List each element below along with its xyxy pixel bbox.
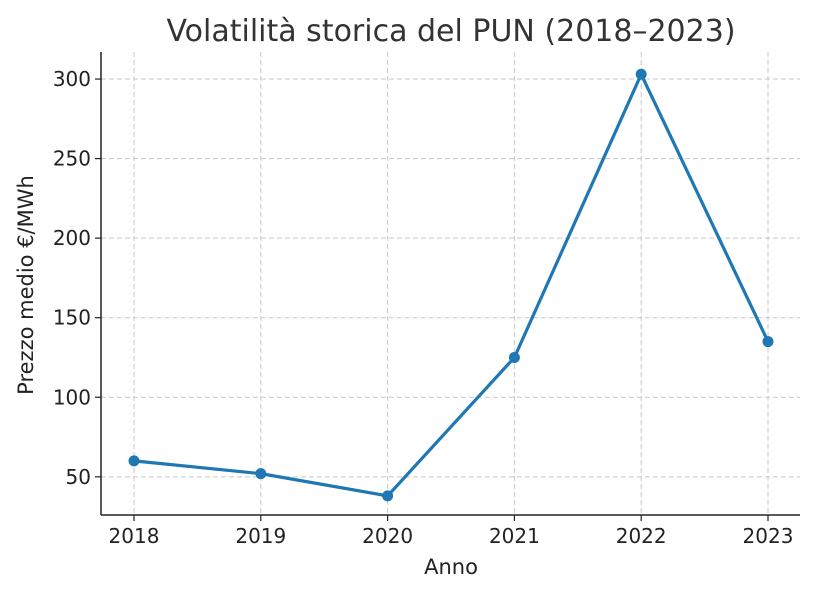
x-tick-label: 2021 <box>489 524 540 548</box>
series <box>128 68 774 502</box>
x-tick-label: 2022 <box>616 524 667 548</box>
y-tick-label: 50 <box>66 465 91 489</box>
grid <box>101 52 800 515</box>
data-point-2023 <box>762 336 774 348</box>
data-point-2018 <box>128 455 140 467</box>
ticks: 2018 2019 2020 2021 2022 2023 50 100 150 200 250 30… <box>53 67 794 548</box>
y-axis-label: Prezzo medio €/MWh <box>14 175 38 395</box>
x-tick-label: 2020 <box>362 524 413 548</box>
y-tick-label: 200 <box>53 226 91 250</box>
x-tick-label: 2018 <box>109 524 160 548</box>
series-line <box>132 72 770 498</box>
axes <box>100 52 800 516</box>
data-point-2019 <box>255 468 267 480</box>
y-tick-label: 250 <box>53 147 91 171</box>
chart-title: Volatilità storica del PUN (2018–2023) <box>166 14 735 49</box>
x-tick-label: 2019 <box>235 524 286 548</box>
x-axis-label: Anno <box>424 555 478 579</box>
y-tick-label: 300 <box>53 67 91 91</box>
data-point-2021 <box>508 351 520 363</box>
y-tick-label: 100 <box>53 385 91 409</box>
data-point-2020 <box>382 490 394 502</box>
data-point-2022 <box>635 68 647 80</box>
y-tick-label: 150 <box>53 306 91 330</box>
x-tick-label: 2023 <box>743 524 794 548</box>
